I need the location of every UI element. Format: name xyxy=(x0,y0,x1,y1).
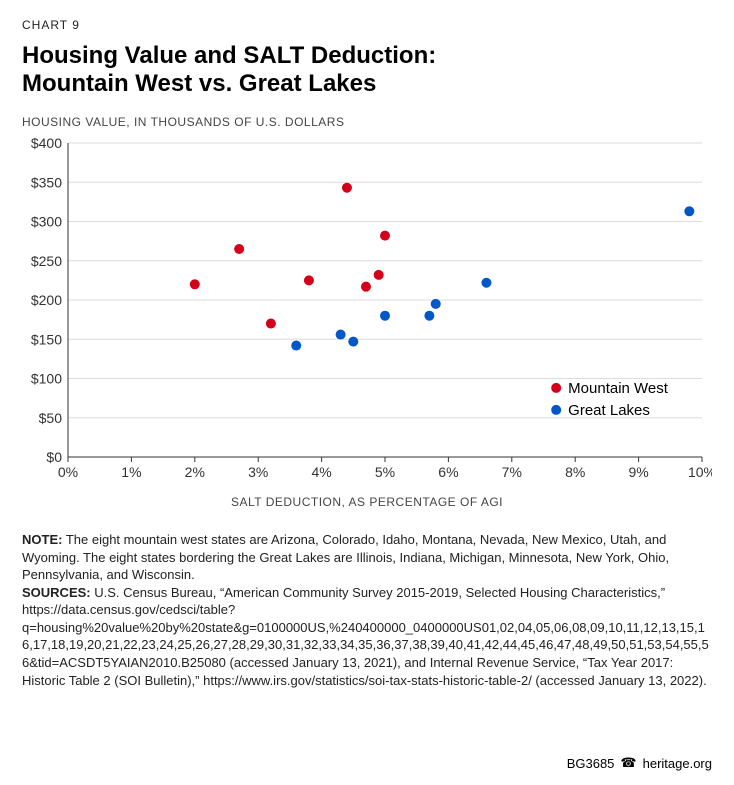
data-point xyxy=(431,299,441,309)
y-tick-label: $250 xyxy=(31,253,62,269)
x-tick-label: 5% xyxy=(375,464,395,480)
legend-item: Mountain West xyxy=(551,380,669,397)
title-line-1: Housing Value and SALT Deduction: xyxy=(22,42,436,69)
legend-label: Great Lakes xyxy=(568,402,650,419)
sources-label: SOURCES: xyxy=(22,585,91,600)
note-label: NOTE: xyxy=(22,532,62,547)
scatter-plot-svg: $0 $50 $100 $150 $200 $250 $300 $350 $400 0% 1% 2% 3… xyxy=(22,137,712,487)
y-tick-label: $150 xyxy=(31,331,62,347)
footer: BG3685 ☎ heritage.org xyxy=(567,755,712,771)
data-point xyxy=(336,330,346,340)
x-tick-label: 4% xyxy=(311,464,331,480)
note-text: The eight mountain west states are Arizo… xyxy=(22,532,669,582)
x-tick-label: 0% xyxy=(58,464,78,480)
legend-marker xyxy=(551,405,561,415)
y-tick-label: $0 xyxy=(46,449,62,465)
data-point xyxy=(234,244,244,254)
x-tick-label: 7% xyxy=(502,464,522,480)
data-point xyxy=(361,282,371,292)
data-point xyxy=(266,319,276,329)
x-tick-label: 2% xyxy=(185,464,205,480)
x-tick-label: 9% xyxy=(628,464,648,480)
x-tick-label: 6% xyxy=(438,464,458,480)
data-point xyxy=(380,311,390,321)
data-point xyxy=(481,278,491,288)
data-point xyxy=(348,337,358,347)
x-axis-caption: SALT DEDUCTION, AS PERCENTAGE OF AGI xyxy=(22,495,712,509)
data-point xyxy=(342,183,352,193)
y-tick-label: $350 xyxy=(31,174,62,190)
x-tick-label: 8% xyxy=(565,464,585,480)
y-tick-label: $100 xyxy=(31,371,62,387)
x-tick-label: 10% xyxy=(688,464,712,480)
x-axis: 0% 1% 2% 3% 4% 5% 6% 7% 8% 9% 10% xyxy=(58,457,712,480)
y-tick-label: $200 xyxy=(31,292,62,308)
data-point xyxy=(380,231,390,241)
legend-label: Mountain West xyxy=(568,380,669,397)
chart-number-label: CHART 9 xyxy=(22,18,712,32)
footer-code: BG3685 xyxy=(567,756,615,771)
x-tick-label: 3% xyxy=(248,464,268,480)
data-point xyxy=(424,311,434,321)
scatter-plot: $0 $50 $100 $150 $200 $250 $300 $350 $400 0% 1% 2% 3… xyxy=(22,137,712,487)
x-tick-label: 1% xyxy=(121,464,141,480)
data-point xyxy=(304,276,314,286)
data-point xyxy=(374,270,384,280)
data-point xyxy=(684,206,694,216)
chart-title: Housing Value and SALT Deduction: Mounta… xyxy=(22,42,712,97)
y-axis-caption: HOUSING VALUE, IN THOUSANDS OF U.S. DOLL… xyxy=(22,115,712,129)
legend-marker xyxy=(551,383,561,393)
sources-paragraph: SOURCES: U.S. Census Bureau, “American C… xyxy=(22,584,712,689)
y-tick-label: $300 xyxy=(31,214,62,230)
footer-site: heritage.org xyxy=(643,756,712,771)
note-paragraph: NOTE: The eight mountain west states are… xyxy=(22,531,712,584)
sources-text: U.S. Census Bureau, “American Community … xyxy=(22,585,709,688)
y-tick-label: $400 xyxy=(31,137,62,151)
bell-icon: ☎ xyxy=(620,755,636,771)
y-axis: $0 $50 $100 $150 $200 $250 $300 $350 $400 xyxy=(31,137,62,465)
y-tick-label: $50 xyxy=(39,410,63,426)
data-point xyxy=(190,279,200,289)
title-line-2: Mountain West vs. Great Lakes xyxy=(22,70,376,97)
data-point xyxy=(291,341,301,351)
